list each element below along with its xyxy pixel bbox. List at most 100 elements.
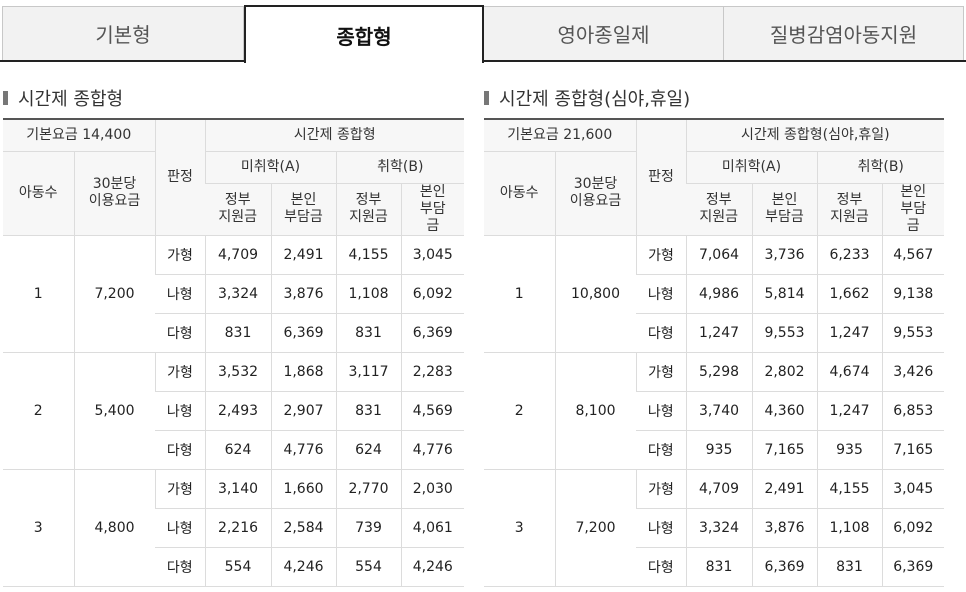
b-self-cell: 3,045 <box>881 469 944 509</box>
a-self-cell: 4,246 <box>270 547 336 587</box>
tab-infant-fullday[interactable]: 영아종일제 <box>484 6 724 60</box>
a-gov-cell: 5,298 <box>685 352 752 392</box>
section-comprehensive-night-holiday: 시간제 종합형(심야,휴일) 기본요금 21,600 판정 시간제 종합형(심야,휴일… <box>484 84 944 587</box>
a-gov-cell: 4,709 <box>685 469 752 509</box>
grade-cell: 나형 <box>155 274 205 314</box>
grade-cell: 나형 <box>636 274 686 314</box>
b-self-cell: 6,853 <box>881 391 944 431</box>
table-row: 나형 2,493 2,907 831 4,569 <box>3 391 465 431</box>
b-self-cell: 6,092 <box>881 508 944 548</box>
child-count-cell: 1 <box>484 235 555 353</box>
b-gov-cell: 831 <box>335 391 401 431</box>
child-count-header: 아동수 <box>3 151 74 236</box>
fee-30min-header: 30분당 이용요금 <box>73 151 155 236</box>
table-row: 다형 554 4,246 554 4,246 <box>3 547 465 587</box>
fee-cell: 7,200 <box>73 235 155 353</box>
title-bullet-icon <box>3 91 8 105</box>
self-pay-header: 본인 부담금 <box>400 183 465 236</box>
tab-comprehensive[interactable]: 종합형 <box>244 5 484 63</box>
table-row: 3 4,800 가형 3,140 1,660 2,770 2,030 <box>3 469 465 587</box>
grade-cell: 다형 <box>155 547 205 587</box>
a-self-cell: 5,814 <box>751 274 817 314</box>
table-row: 다형 831 6,369 831 6,369 <box>3 313 465 353</box>
b-self-cell: 9,553 <box>881 313 944 353</box>
tab-bar: 기본형 종합형 영아종일제 질병감염아동지원 <box>0 0 966 63</box>
b-gov-cell: 1,108 <box>816 508 882 548</box>
a-self-cell: 3,876 <box>751 508 817 548</box>
enrolled-header: 취학(B) <box>816 151 944 184</box>
a-gov-cell: 831 <box>204 313 271 353</box>
unenrolled-header: 미취학(A) <box>685 151 817 184</box>
a-gov-cell: 3,324 <box>204 274 271 314</box>
table-row: 3 7,200 가형 4,709 2,491 4,155 3,045 <box>484 469 944 587</box>
gov-support-header: 정부 지원금 <box>686 183 752 236</box>
a-self-cell: 4,776 <box>270 430 336 470</box>
child-count-cell: 2 <box>484 352 555 470</box>
a-gov-cell: 3,324 <box>685 508 752 548</box>
grade-cell: 다형 <box>636 547 686 587</box>
b-self-cell: 2,283 <box>400 352 465 392</box>
self-pay-header: 본인 부담금 <box>751 183 817 236</box>
table-row: 다형 831 6,369 831 6,369 <box>484 547 944 587</box>
b-gov-cell: 4,155 <box>335 235 401 275</box>
a-gov-cell: 2,216 <box>204 508 271 548</box>
b-gov-cell: 4,674 <box>816 352 882 392</box>
table-row: 다형 1,247 9,553 1,247 9,553 <box>484 313 944 353</box>
b-gov-cell: 935 <box>816 430 882 470</box>
b-self-cell: 4,246 <box>400 547 465 587</box>
grade-cell: 나형 <box>155 391 205 431</box>
b-gov-cell: 2,770 <box>335 469 401 509</box>
fee-cell: 10,800 <box>554 235 636 353</box>
child-count-header: 아동수 <box>484 151 555 236</box>
rate-table: 기본요금 14,400 판정 시간제 종합형 아동수 30분당 이용요금 미취학(A) 취학… <box>3 118 465 587</box>
b-gov-cell: 1,247 <box>816 391 882 431</box>
grade-cell: 가형 <box>635 352 686 392</box>
a-self-cell: 2,907 <box>270 391 336 431</box>
a-gov-cell: 831 <box>685 547 752 587</box>
child-count-cell: 3 <box>3 469 74 587</box>
a-self-cell: 7,165 <box>751 430 817 470</box>
b-gov-cell: 3,117 <box>335 352 401 392</box>
b-self-cell: 6,092 <box>400 274 465 314</box>
fee-cell: 8,100 <box>554 352 636 470</box>
b-gov-cell: 831 <box>335 313 401 353</box>
fee-cell: 5,400 <box>73 352 155 470</box>
b-self-cell: 9,138 <box>881 274 944 314</box>
child-count-cell: 2 <box>3 352 74 470</box>
grade-cell: 다형 <box>636 313 686 353</box>
b-self-cell: 2,030 <box>400 469 465 509</box>
b-gov-cell: 1,247 <box>816 313 882 353</box>
group-header: 시간제 종합형 <box>204 118 465 152</box>
table-row: 1 10,800 가형 7,064 3,736 6,233 4,567 <box>484 235 944 353</box>
b-gov-cell: 6,233 <box>816 235 882 275</box>
fee-cell: 7,200 <box>554 469 636 587</box>
table-row: 나형 3,324 3,876 1,108 6,092 <box>3 274 465 314</box>
a-self-cell: 1,660 <box>270 469 336 509</box>
grade-cell: 다형 <box>636 430 686 470</box>
b-self-cell: 3,045 <box>400 235 465 275</box>
grade-cell: 나형 <box>636 391 686 431</box>
a-self-cell: 2,491 <box>751 469 817 509</box>
base-fee-header: 기본요금 21,600 <box>484 118 636 152</box>
b-self-cell: 4,776 <box>400 430 465 470</box>
judge-header: 판정 <box>154 118 205 236</box>
gov-support-header: 정부 지원금 <box>816 183 882 236</box>
tab-basic[interactable]: 기본형 <box>2 6 244 60</box>
a-gov-cell: 3,532 <box>204 352 271 392</box>
a-gov-cell: 4,986 <box>685 274 752 314</box>
title-bullet-icon <box>484 91 489 105</box>
child-count-cell: 3 <box>484 469 555 587</box>
table-row: 2 8,100 가형 5,298 2,802 4,674 3,426 <box>484 352 944 470</box>
b-gov-cell: 739 <box>335 508 401 548</box>
self-pay-header: 본인 부담금 <box>881 183 944 236</box>
b-self-cell: 4,567 <box>881 235 944 275</box>
grade-cell: 나형 <box>155 508 205 548</box>
grade-cell: 가형 <box>635 235 686 275</box>
a-gov-cell: 2,493 <box>204 391 271 431</box>
a-self-cell: 6,369 <box>751 547 817 587</box>
self-pay-header: 본인 부담금 <box>270 183 336 236</box>
gov-support-header: 정부 지원금 <box>335 183 401 236</box>
tab-sick-child-support[interactable]: 질병감염아동지원 <box>724 6 964 60</box>
b-self-cell: 4,061 <box>400 508 465 548</box>
table-row: 2 5,400 가형 3,532 1,868 3,117 2,283 <box>3 352 465 470</box>
